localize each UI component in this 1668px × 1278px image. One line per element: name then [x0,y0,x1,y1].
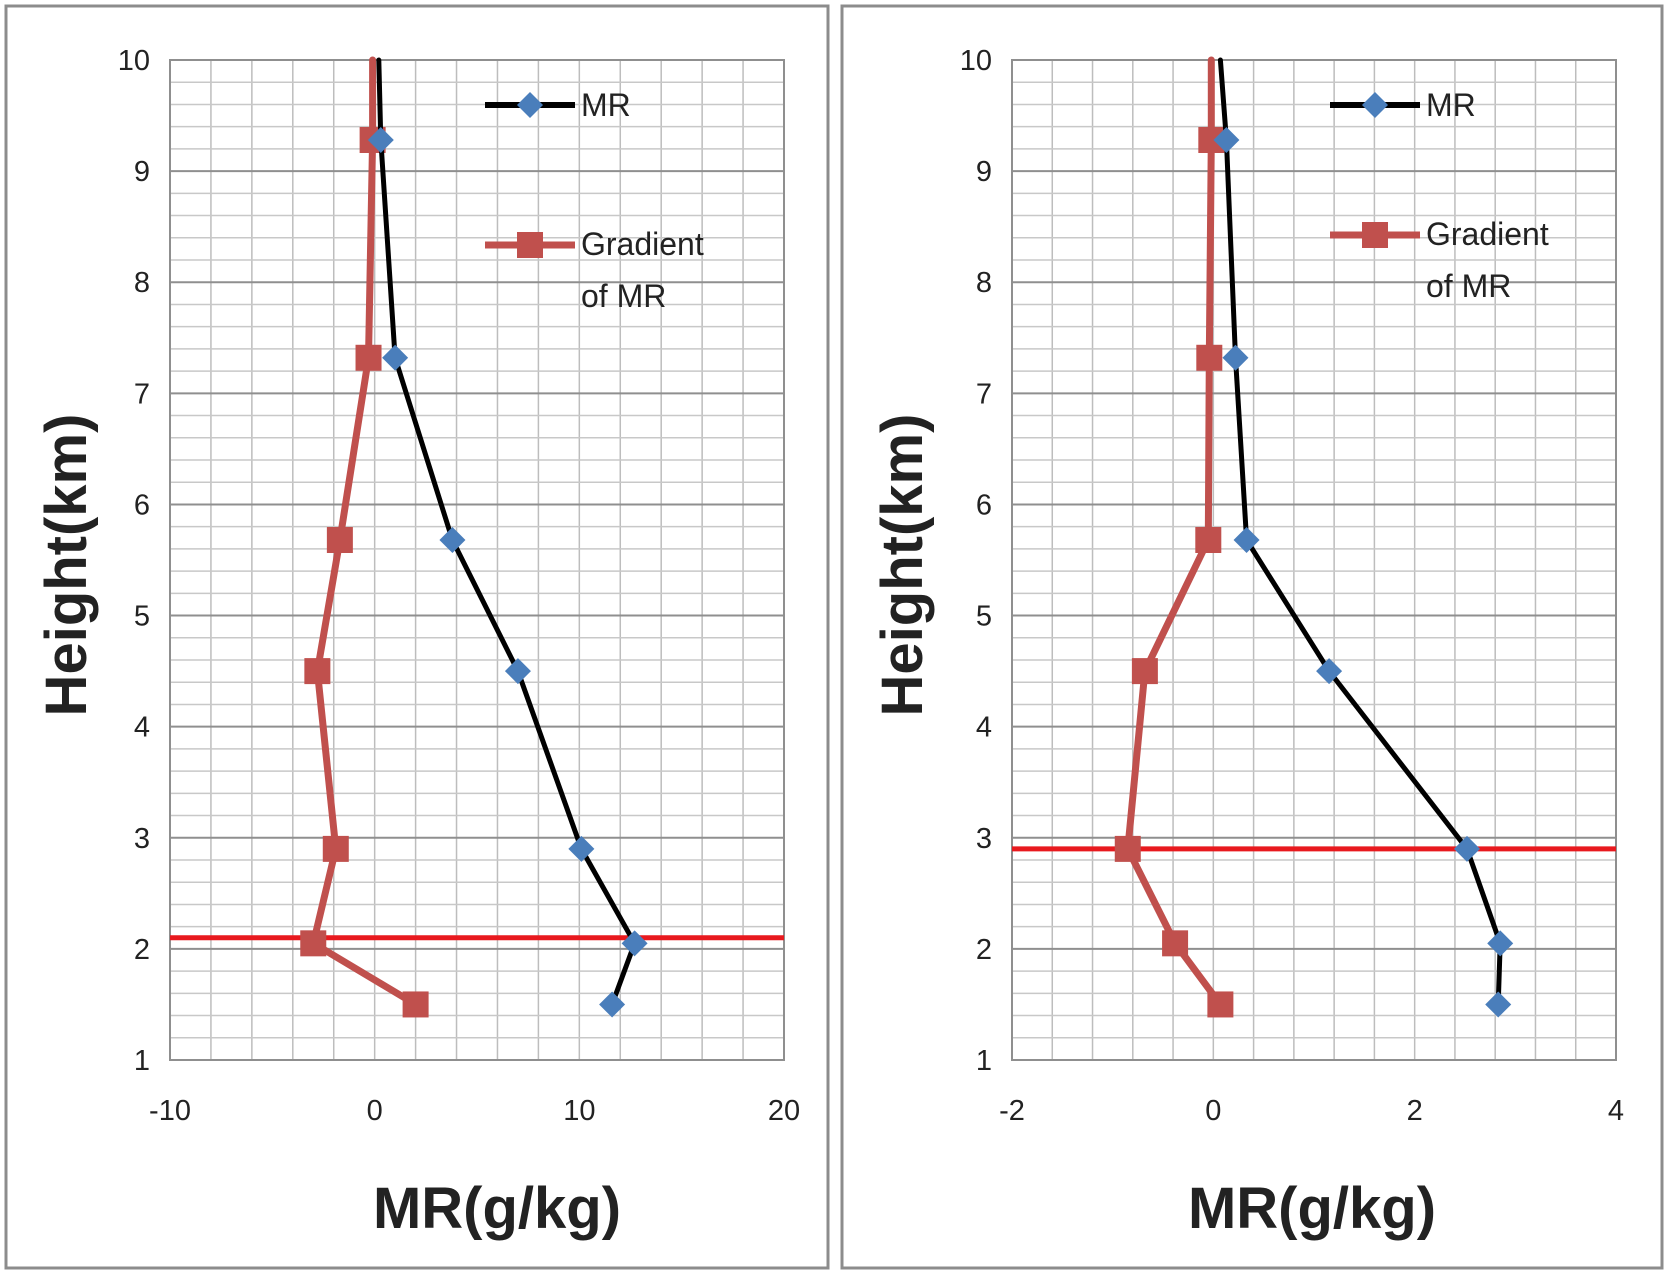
legend-mr-marker [517,92,543,118]
legend-gradient-label-line2: of MR [1426,268,1511,304]
right-chart-panel: 1 2 3 4 5 6 7 8 9 10 -2 0 2 4 MR(g/kg) Height(km) MR Grad… [870,45,1624,1241]
gradient-data-point [304,658,331,685]
legend-gradient-label-line1: Gradient [1426,216,1549,252]
right-panel-frame [840,4,1664,1270]
gradient-data-point [322,835,349,862]
left-chart-panel: 1 2 3 4 5 6 7 8 9 10 -10 0 10 20 MR(g/kg) Height(km) MR G… [34,45,800,1241]
y-axis-title: Height(km) [870,414,935,717]
y-tick-label: 5 [976,601,992,633]
legend-gradient-marker [517,232,543,258]
mr-data-point [1316,658,1343,685]
mr-series-line [1217,57,1503,1007]
gradient-data-point [1114,835,1141,862]
mr-data-point [382,344,409,371]
x-tick-label: 0 [367,1095,383,1127]
gradient-series-line [309,56,420,1008]
gradient-data-point [326,527,353,553]
plot-area-border [1011,59,1617,1061]
y-tick-label: 2 [976,934,992,966]
y-tick-label: 3 [976,823,992,855]
legend-mr-label: MR [1426,87,1476,123]
x-tick-label: -10 [149,1095,191,1127]
y-tick-label: 8 [976,267,992,299]
mr-data-point [1233,527,1260,553]
gradient-data-point [1131,658,1158,685]
y-tick-label: 4 [976,712,992,744]
mr-data-point [439,527,466,553]
y-tick-label: 10 [960,45,992,77]
gradient-data-point [1162,930,1189,957]
y-tick-label: 6 [134,489,150,521]
x-tick-label: 10 [563,1095,595,1127]
y-tick-label: 9 [976,156,992,188]
legend-gradient-label-line2: of MR [581,278,666,314]
mr-data-point [367,127,394,153]
gradient-series-line [1124,56,1224,1008]
gradient-data-point [1195,527,1222,553]
gradient-data-point [300,930,327,957]
y-tick-label: 2 [134,934,150,966]
y-tick-label: 9 [134,156,150,188]
y-tick-label: 7 [134,378,150,410]
y-tick-label: 10 [118,45,150,77]
mr-data-point [568,835,595,862]
gradient-data-point [1196,344,1223,371]
y-tick-label: 8 [134,267,150,299]
mr-data-point [1454,835,1481,862]
gradient-data-point [402,991,429,1018]
legend-mr-marker [1362,92,1388,118]
x-tick-label: -2 [999,1095,1025,1127]
x-tick-label: 0 [1205,1095,1221,1127]
x-axis-title: MR(g/kg) [1188,1176,1436,1241]
mr-data-point [1487,930,1514,957]
mr-data-point [621,930,648,957]
y-tick-label: 1 [134,1045,150,1077]
y-tick-label: 3 [134,823,150,855]
y-tick-label: 7 [976,378,992,410]
legend-gradient-label-line1: Gradient [581,226,704,262]
legend-mr-label: MR [581,87,631,123]
x-tick-label: 4 [1608,1095,1624,1127]
mr-data-point [1222,344,1249,371]
mr-data-point [1213,127,1240,153]
legend-gradient-marker [1362,222,1388,248]
y-axis-title: Height(km) [34,414,99,717]
y-tick-label: 6 [976,489,992,521]
mr-series-line [376,57,638,1007]
plot-area-border [169,59,785,1061]
left-panel-frame [4,4,830,1270]
gradient-data-point [1207,991,1234,1018]
x-tick-label: 20 [768,1095,800,1127]
y-tick-label: 1 [976,1045,992,1077]
mr-data-point [599,991,626,1018]
gradient-data-point [355,344,382,371]
x-axis-title: MR(g/kg) [373,1176,621,1241]
y-tick-label: 5 [134,601,150,633]
y-tick-label: 4 [134,712,150,744]
mr-data-point [1485,991,1512,1018]
x-tick-label: 2 [1407,1095,1423,1127]
mr-data-point [504,658,531,685]
